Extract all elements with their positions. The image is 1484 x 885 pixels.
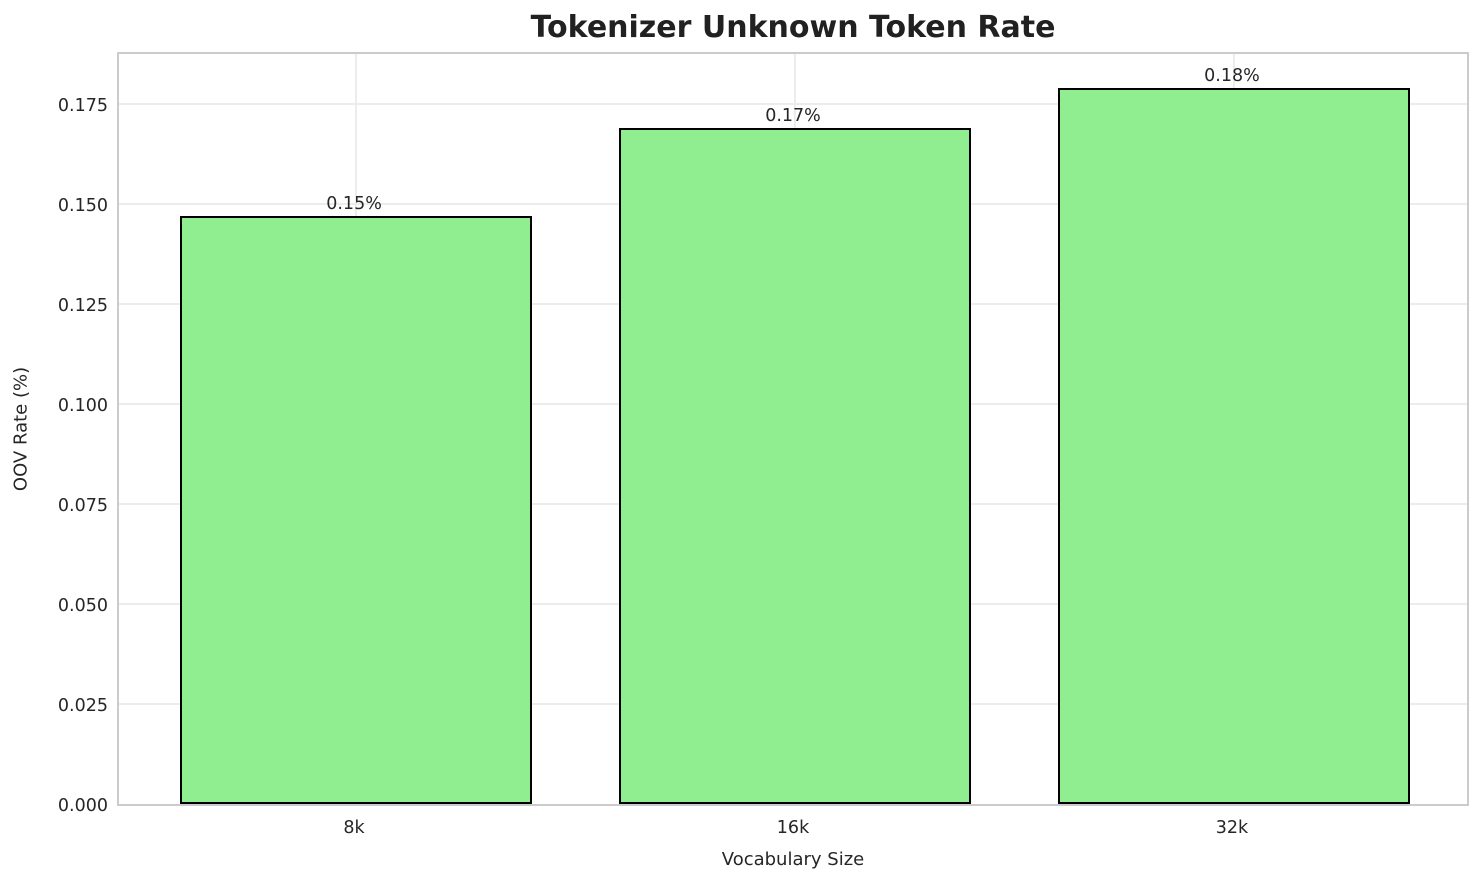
y-tick-label: 0.025 xyxy=(57,696,108,716)
y-tick-label: 0.000 xyxy=(57,796,108,816)
h-gridline xyxy=(119,103,1467,105)
y-tick-label: 0.175 xyxy=(57,96,108,116)
bar-8k xyxy=(180,216,532,804)
bar-32k xyxy=(1058,88,1410,804)
bar-value-label: 0.18% xyxy=(1204,66,1260,86)
bar-16k xyxy=(619,128,971,804)
x-tick-label-32k: 32k xyxy=(1215,818,1249,838)
y-tick-label: 0.050 xyxy=(57,596,108,616)
plot-area xyxy=(117,52,1469,806)
bar-value-label: 0.17% xyxy=(765,106,821,126)
x-tick-label-8k: 8k xyxy=(343,818,365,838)
x-axis-label: Vocabulary Size xyxy=(721,849,865,870)
bar-value-label: 0.15% xyxy=(326,194,382,214)
y-tick-label: 0.075 xyxy=(57,496,108,516)
y-tick-label: 0.100 xyxy=(57,396,108,416)
y-axis-label: OOV Rate (%) xyxy=(10,366,32,492)
y-tick-label: 0.125 xyxy=(57,296,108,316)
chart-title: Tokenizer Unknown Token Rate xyxy=(530,10,1056,45)
y-tick-label: 0.150 xyxy=(57,196,108,216)
x-tick-label-16k: 16k xyxy=(776,818,810,838)
